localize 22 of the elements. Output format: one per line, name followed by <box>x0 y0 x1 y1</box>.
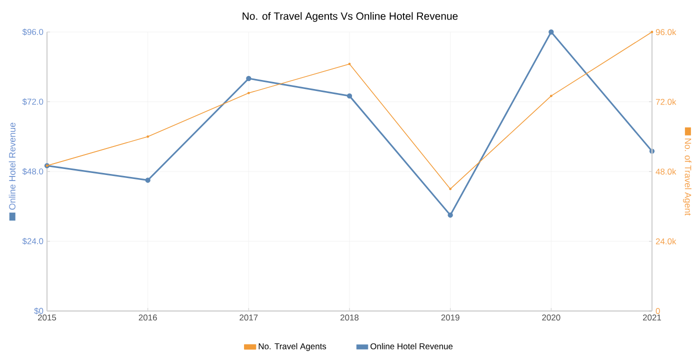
y2-axis-title: No. of Travel Agent <box>683 138 692 216</box>
y-axis-title: Online Hotel Revenue <box>8 122 16 210</box>
chart-title: No. of Travel Agents Vs Online Hotel Revenue <box>242 12 458 22</box>
x-tick-label: 2021 <box>643 314 662 321</box>
y2-tick-label: 96.0k <box>656 28 676 36</box>
y2-tick-label: 72.0k <box>656 98 676 105</box>
y2-tick-label: 0 <box>656 308 660 314</box>
y-tick-label: $96.0 <box>22 28 44 36</box>
legend-label: Online Hotel Revenue <box>370 343 453 350</box>
x-tick-label: 2018 <box>340 314 359 321</box>
y-tick-label: $72.0 <box>22 98 44 106</box>
y-tick-label: $48.0 <box>22 168 44 175</box>
x-tick-label: 2020 <box>542 314 560 321</box>
y-tick-label: $0 <box>34 308 44 314</box>
x-tick-label: 2017 <box>240 314 258 321</box>
x-tick-label: 2015 <box>38 314 56 321</box>
y-tick-label: $24.0 <box>22 238 44 245</box>
x-tick-label: 2019 <box>441 314 460 321</box>
x-tick-label: 2016 <box>138 314 157 321</box>
legend-label: No. Travel Agents <box>258 343 326 351</box>
y2-tick-label: 24.0k <box>656 238 676 244</box>
y2-tick-label: 48.0k <box>656 168 676 175</box>
